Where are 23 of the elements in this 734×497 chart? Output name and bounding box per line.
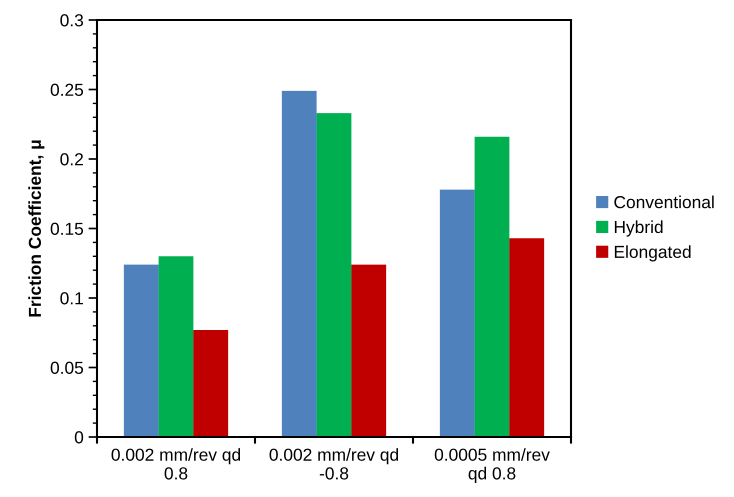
x-tick-label: 0.0005 mm/rev qd 0.8	[434, 448, 550, 483]
bar	[440, 190, 475, 437]
bar	[124, 264, 159, 437]
bar	[158, 256, 194, 437]
x-tick-label: 0.002 mm/rev qd -0.8	[270, 448, 398, 480]
legend-label: Hybrid	[614, 220, 663, 237]
y-tick-label: 0.2	[60, 153, 83, 166]
x-tick-label: 0.002 mm/rev qd 0.8	[112, 448, 240, 480]
y-tick-label: 0.25	[50, 84, 84, 96]
y-axis-title: Friction Coefficient, μ	[28, 140, 44, 317]
bar	[509, 238, 544, 437]
bar	[351, 264, 386, 437]
bar	[316, 113, 352, 437]
bar	[193, 330, 228, 437]
y-tick-label: 0	[74, 431, 84, 444]
legend-label: Conventional	[614, 196, 714, 208]
legend-label: Elongated	[614, 245, 691, 262]
bar	[474, 136, 510, 437]
y-tick-label: 0.3	[60, 14, 84, 26]
bar	[282, 90, 317, 437]
y-tick-label: 0.05	[50, 362, 84, 374]
y-tick-label: 0.1	[60, 292, 83, 304]
y-tick-label: 0.15	[50, 222, 84, 235]
